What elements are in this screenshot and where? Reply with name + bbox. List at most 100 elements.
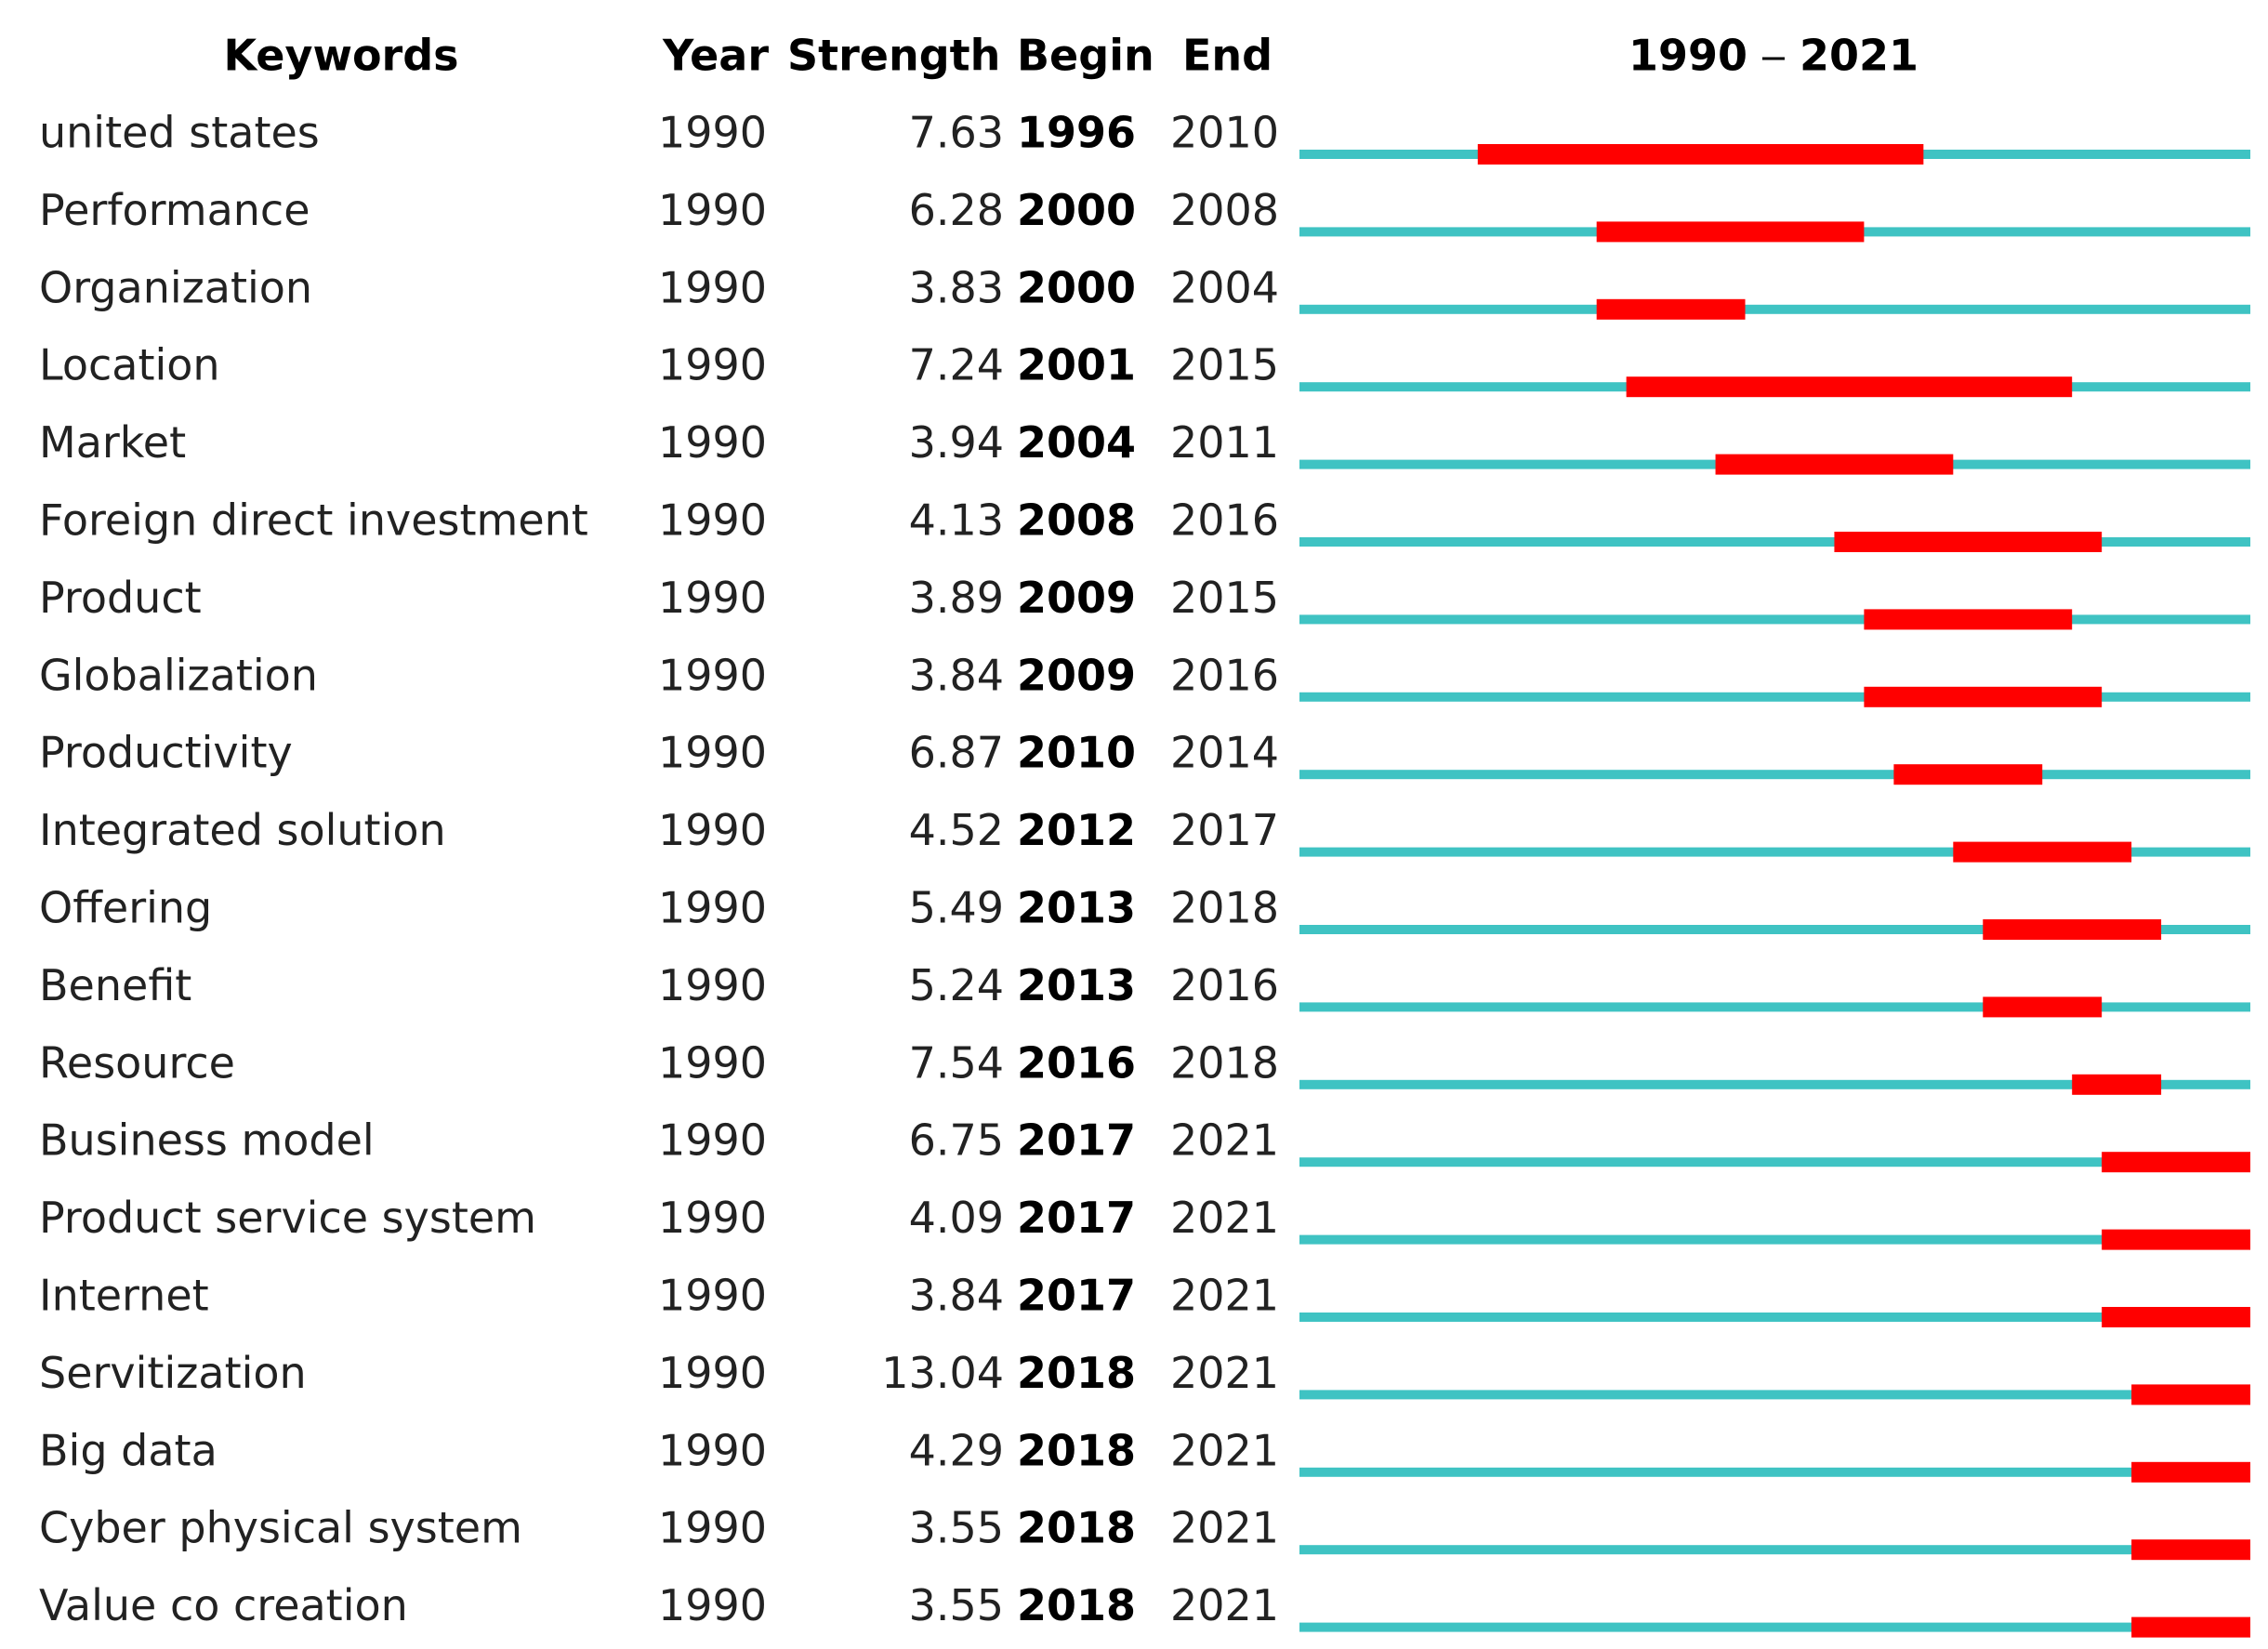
timeline-bar — [1299, 1313, 2250, 1322]
year: 1990 — [658, 728, 767, 778]
burst-bar — [1477, 144, 1924, 165]
end: 2021 — [1170, 1503, 1279, 1553]
strength: 4.13 — [909, 495, 1004, 546]
year: 1990 — [658, 417, 767, 468]
year: 1990 — [658, 495, 767, 546]
header-keywords: Keywords — [223, 31, 458, 81]
year: 1990 — [658, 1193, 767, 1243]
burst-bar — [2131, 1461, 2250, 1483]
burst-bar — [1953, 841, 2132, 863]
keyword: Cyber physical system — [39, 1503, 522, 1553]
begin: 2008 — [1017, 495, 1136, 546]
keyword: Organization — [39, 262, 312, 312]
burst-bar — [2102, 1152, 2250, 1173]
strength: 7.63 — [909, 108, 1004, 158]
end: 2016 — [1170, 495, 1279, 546]
burst-bar — [1864, 686, 2103, 707]
burst-bar — [2131, 1539, 2250, 1561]
year: 1990 — [658, 650, 767, 700]
timeline-bar — [1299, 1467, 2250, 1477]
year: 1990 — [658, 1271, 767, 1321]
burst-bar — [1596, 221, 1865, 243]
end: 2017 — [1170, 805, 1279, 855]
keyword: Productivity — [39, 728, 293, 778]
keyword: Performance — [39, 185, 310, 235]
end: 2004 — [1170, 262, 1279, 312]
strength: 3.55 — [909, 1580, 1004, 1630]
header-year: Year — [662, 31, 769, 81]
year: 1990 — [658, 108, 767, 158]
end: 2010 — [1170, 108, 1279, 158]
end: 2021 — [1170, 1115, 1279, 1166]
header-timeline-start: 1990 — [1628, 31, 1747, 81]
timeline-bar — [1299, 537, 2250, 547]
end: 2015 — [1170, 573, 1279, 623]
keyword: Value co creation — [39, 1580, 408, 1630]
end: 2018 — [1170, 1037, 1279, 1088]
keyword: Integrated solution — [39, 805, 446, 855]
timeline-bar — [1299, 1390, 2250, 1400]
begin: 2009 — [1017, 573, 1136, 623]
timeline-bar — [1299, 614, 2250, 625]
header-strength: Strength — [787, 31, 1000, 81]
year: 1990 — [658, 1503, 767, 1553]
begin: 2000 — [1017, 185, 1136, 235]
timeline-bar — [1299, 770, 2250, 780]
strength: 5.24 — [909, 960, 1004, 1010]
burst-bar — [2102, 1307, 2250, 1327]
burst-bar — [1715, 454, 1954, 475]
begin: 2013 — [1017, 960, 1136, 1010]
burst-bar — [2102, 1229, 2250, 1250]
strength: 13.04 — [881, 1348, 1004, 1398]
burst-bar — [1983, 996, 2103, 1018]
strength: 4.09 — [909, 1193, 1004, 1243]
year: 1990 — [658, 340, 767, 390]
keyword: Product service system — [39, 1193, 536, 1243]
year: 1990 — [658, 262, 767, 312]
strength: 6.28 — [909, 185, 1004, 235]
end: 2021 — [1170, 1193, 1279, 1243]
year: 1990 — [658, 883, 767, 933]
strength: 3.84 — [909, 1271, 1004, 1321]
keyword: Internet — [39, 1271, 209, 1321]
strength: 6.75 — [909, 1115, 1004, 1166]
end: 2021 — [1170, 1580, 1279, 1630]
timeline-bar — [1299, 1157, 2250, 1167]
burst-bar — [1834, 532, 2103, 552]
keyword: Offering — [39, 883, 212, 933]
begin: 2004 — [1017, 417, 1136, 468]
end: 2015 — [1170, 340, 1279, 390]
header-timeline-end: 2021 — [1800, 31, 1919, 81]
strength: 5.49 — [909, 883, 1004, 933]
keyword: Benefit — [39, 960, 191, 1010]
burst-bar — [1983, 919, 2162, 940]
strength: 4.29 — [909, 1425, 1004, 1475]
keyword: united states — [39, 108, 320, 158]
burst-bar — [1893, 764, 2043, 785]
begin: 2001 — [1017, 340, 1136, 390]
keyword: Servitization — [39, 1348, 307, 1398]
strength: 6.87 — [909, 728, 1004, 778]
header-begin: Begin — [1017, 31, 1154, 81]
timeline-bar — [1299, 1002, 2250, 1012]
timeline-bar — [1299, 692, 2250, 702]
end: 2018 — [1170, 883, 1279, 933]
year: 1990 — [658, 960, 767, 1010]
year: 1990 — [658, 1115, 767, 1166]
year: 1990 — [658, 805, 767, 855]
keyword: Big data — [39, 1425, 218, 1475]
begin: 2018 — [1017, 1580, 1136, 1630]
begin: 2018 — [1017, 1503, 1136, 1553]
strength: 3.84 — [909, 650, 1004, 700]
keyword: Foreign direct investment — [39, 495, 588, 546]
keyword: Business model — [39, 1115, 375, 1166]
strength: 3.89 — [909, 573, 1004, 623]
strength: 3.83 — [909, 262, 1004, 312]
timeline-bar — [1299, 847, 2250, 857]
begin: 2010 — [1017, 728, 1136, 778]
strength: 3.55 — [909, 1503, 1004, 1553]
begin: 2017 — [1017, 1271, 1136, 1321]
strength: 4.52 — [909, 805, 1004, 855]
year: 1990 — [658, 1425, 767, 1475]
